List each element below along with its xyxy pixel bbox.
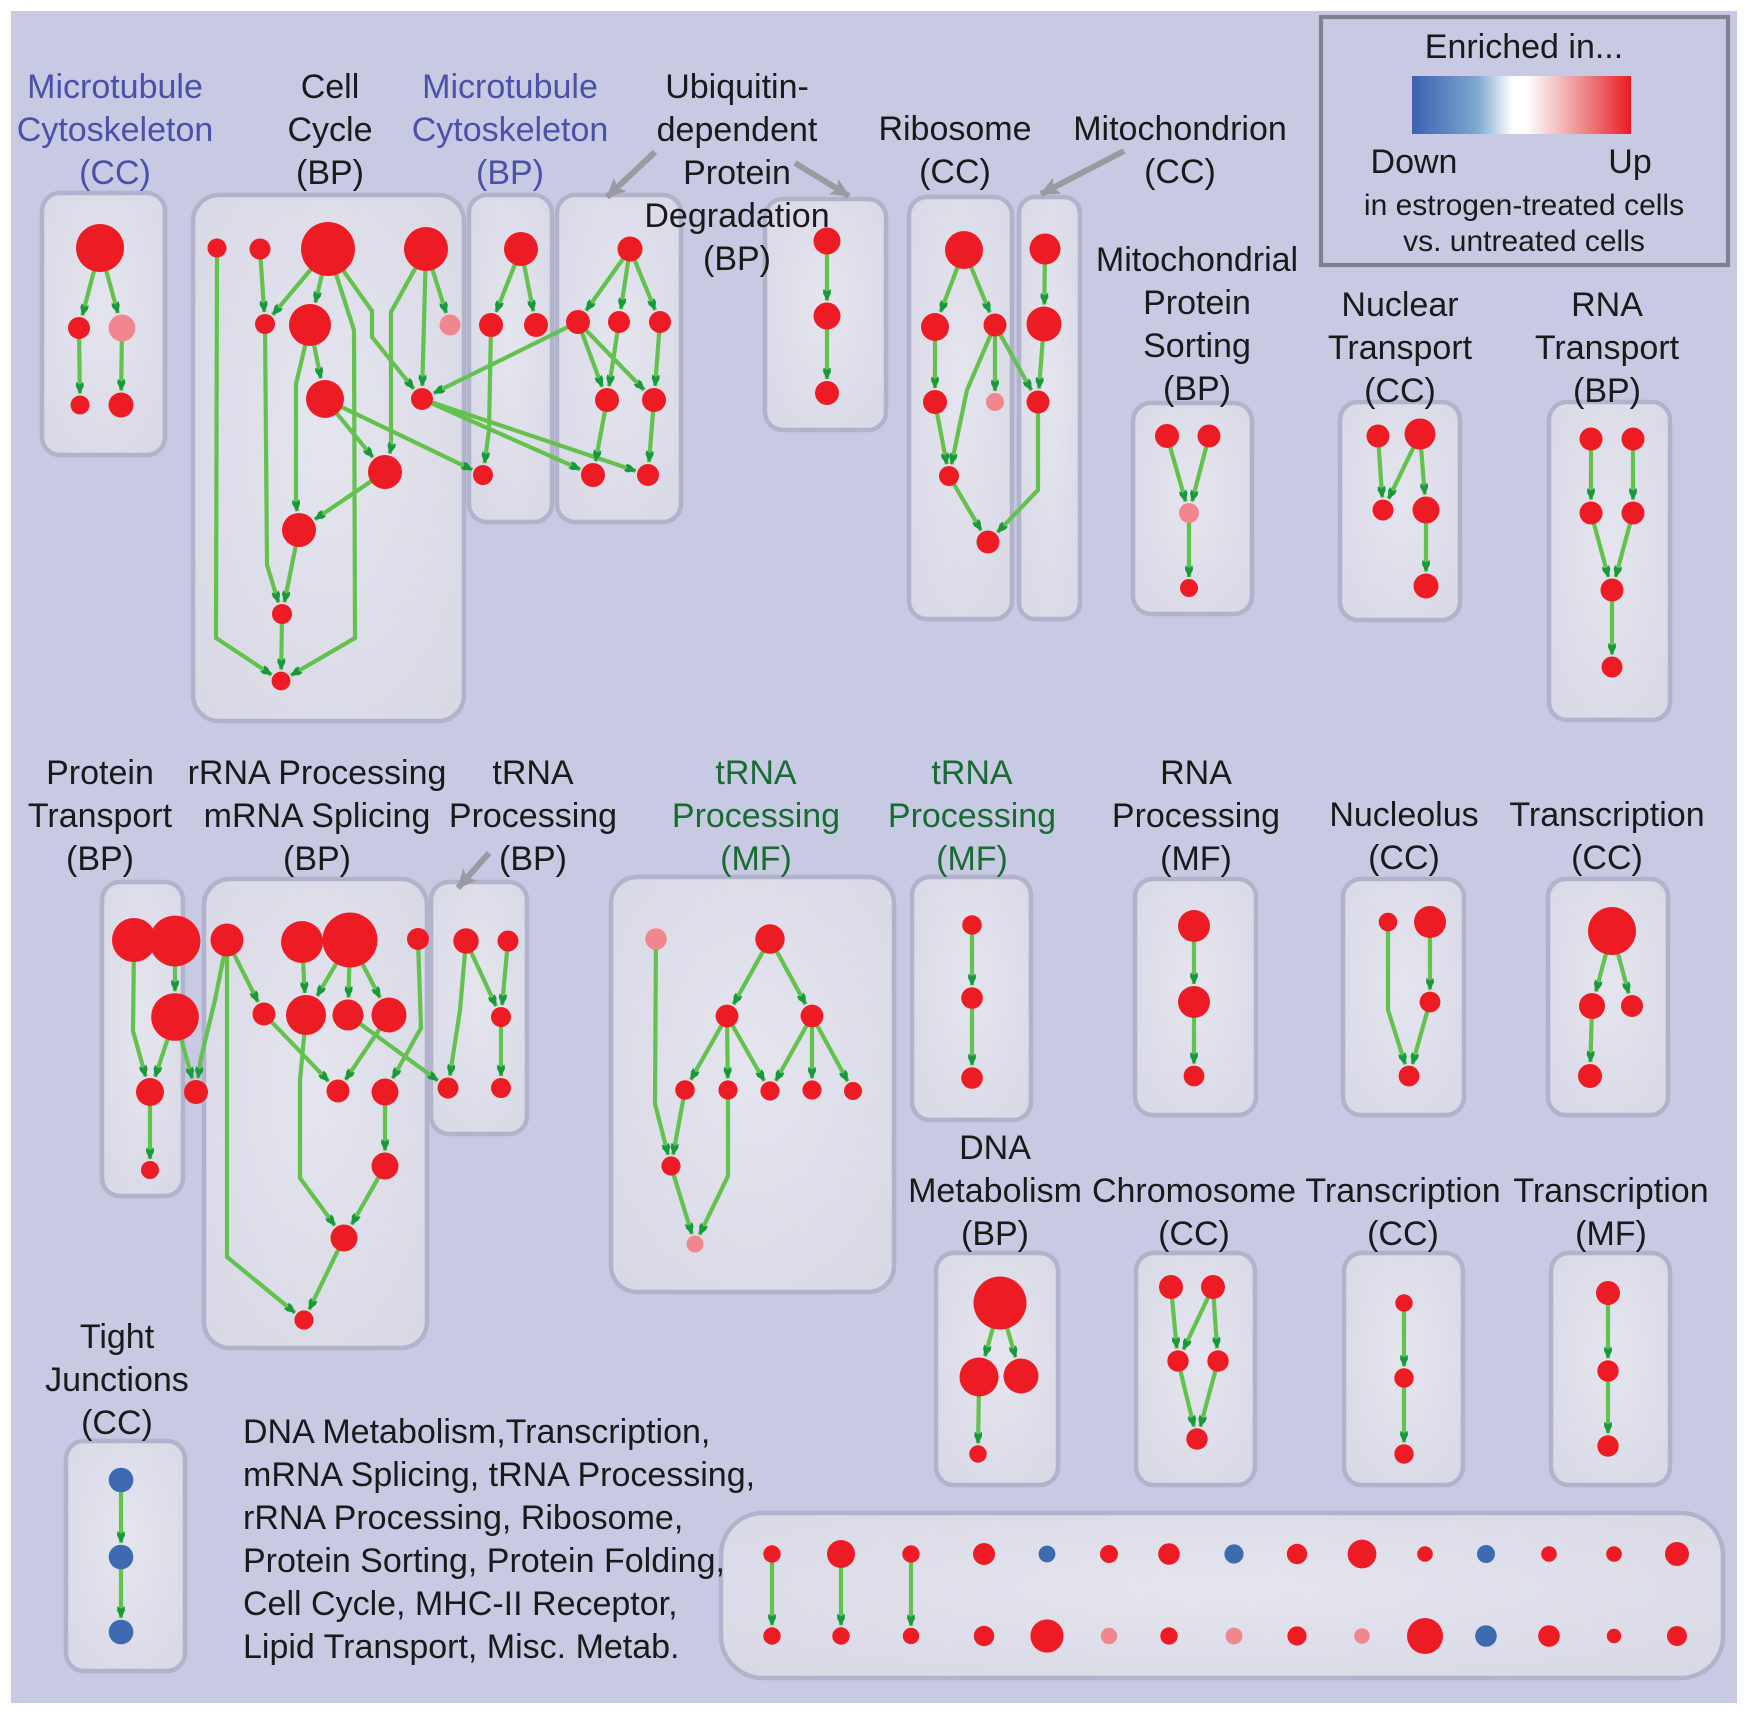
svg-text:Down: Down xyxy=(1371,143,1458,181)
svg-text:Tight: Tight xyxy=(80,1318,155,1356)
svg-text:Protein: Protein xyxy=(1143,284,1251,322)
svg-text:Cycle: Cycle xyxy=(287,111,372,149)
svg-text:Ubiquitin-: Ubiquitin- xyxy=(665,68,809,106)
svg-text:(BP): (BP) xyxy=(296,154,364,192)
svg-text:Protein Sorting, Protein Foldi: Protein Sorting, Protein Folding, xyxy=(243,1542,725,1580)
svg-text:Up: Up xyxy=(1608,143,1651,181)
svg-text:tRNA: tRNA xyxy=(492,754,574,792)
svg-text:tRNA: tRNA xyxy=(931,754,1013,792)
svg-text:(CC): (CC) xyxy=(81,1404,153,1442)
svg-text:mRNA Splicing: mRNA Splicing xyxy=(204,797,431,835)
svg-text:Microtubule: Microtubule xyxy=(422,68,598,106)
svg-text:(CC): (CC) xyxy=(919,153,991,191)
svg-text:mRNA Splicing, tRNA Processing: mRNA Splicing, tRNA Processing, xyxy=(243,1456,755,1494)
svg-text:DNA Metabolism,Transcription,: DNA Metabolism,Transcription, xyxy=(243,1413,710,1451)
svg-text:Processing: Processing xyxy=(672,797,840,835)
svg-text:Mitochondrial: Mitochondrial xyxy=(1096,241,1298,279)
svg-text:rRNA Processing: rRNA Processing xyxy=(188,754,447,792)
svg-text:Processing: Processing xyxy=(1112,797,1280,835)
svg-text:dependent: dependent xyxy=(657,111,818,149)
svg-text:RNA: RNA xyxy=(1160,754,1232,792)
svg-text:Cell: Cell xyxy=(301,68,360,106)
svg-text:(MF): (MF) xyxy=(936,840,1008,878)
svg-text:Sorting: Sorting xyxy=(1143,327,1251,365)
svg-text:(BP): (BP) xyxy=(961,1215,1029,1253)
svg-text:(BP): (BP) xyxy=(66,840,134,878)
svg-text:Nucleolus: Nucleolus xyxy=(1329,796,1478,834)
svg-text:Lipid Transport, Misc. Metab.: Lipid Transport, Misc. Metab. xyxy=(243,1628,680,1666)
svg-text:rRNA Processing, Ribosome,: rRNA Processing, Ribosome, xyxy=(243,1499,683,1537)
svg-text:Transport: Transport xyxy=(28,797,173,835)
svg-text:Transport: Transport xyxy=(1328,329,1473,367)
svg-text:(BP): (BP) xyxy=(703,240,771,278)
svg-text:(BP): (BP) xyxy=(1163,370,1231,408)
svg-text:(CC): (CC) xyxy=(79,154,151,192)
svg-text:(CC): (CC) xyxy=(1368,839,1440,877)
svg-text:(BP): (BP) xyxy=(283,840,351,878)
svg-text:Cell Cycle, MHC-II Receptor,: Cell Cycle, MHC-II Receptor, xyxy=(243,1585,678,1623)
svg-text:tRNA: tRNA xyxy=(715,754,797,792)
svg-text:Chromosome: Chromosome xyxy=(1092,1172,1296,1210)
svg-text:Transcription: Transcription xyxy=(1305,1172,1500,1210)
svg-text:Transcription: Transcription xyxy=(1509,796,1704,834)
svg-text:(CC): (CC) xyxy=(1571,839,1643,877)
svg-text:Nuclear: Nuclear xyxy=(1341,286,1458,324)
svg-text:(MF): (MF) xyxy=(1160,840,1232,878)
svg-text:Transcription: Transcription xyxy=(1513,1172,1708,1210)
svg-text:Processing: Processing xyxy=(888,797,1056,835)
svg-text:Mitochondrion: Mitochondrion xyxy=(1073,110,1287,148)
svg-text:in estrogen-treated cells: in estrogen-treated cells xyxy=(1364,189,1684,222)
svg-text:(CC): (CC) xyxy=(1364,372,1436,410)
svg-text:(MF): (MF) xyxy=(1575,1215,1647,1253)
svg-text:Cytoskeleton: Cytoskeleton xyxy=(412,111,609,149)
svg-text:Protein: Protein xyxy=(683,154,791,192)
svg-text:Protein: Protein xyxy=(46,754,154,792)
svg-text:Junctions: Junctions xyxy=(45,1361,189,1399)
svg-text:RNA: RNA xyxy=(1571,286,1643,324)
svg-text:Metabolism: Metabolism xyxy=(908,1172,1082,1210)
svg-text:(CC): (CC) xyxy=(1144,153,1216,191)
svg-text:DNA: DNA xyxy=(959,1129,1031,1167)
svg-text:Degradation: Degradation xyxy=(644,197,829,235)
svg-text:Cytoskeleton: Cytoskeleton xyxy=(17,111,214,149)
svg-text:vs. untreated cells: vs. untreated cells xyxy=(1403,225,1645,258)
svg-text:(BP): (BP) xyxy=(499,840,567,878)
svg-text:Ribosome: Ribosome xyxy=(878,110,1031,148)
svg-text:(MF): (MF) xyxy=(720,840,792,878)
svg-text:(BP): (BP) xyxy=(476,154,544,192)
svg-text:Microtubule: Microtubule xyxy=(27,68,203,106)
svg-text:(BP): (BP) xyxy=(1573,372,1641,410)
svg-text:Enriched in...: Enriched in... xyxy=(1425,28,1623,66)
svg-text:Processing: Processing xyxy=(449,797,617,835)
svg-text:(CC): (CC) xyxy=(1367,1215,1439,1253)
svg-text:Transport: Transport xyxy=(1535,329,1680,367)
svg-text:(CC): (CC) xyxy=(1158,1215,1230,1253)
